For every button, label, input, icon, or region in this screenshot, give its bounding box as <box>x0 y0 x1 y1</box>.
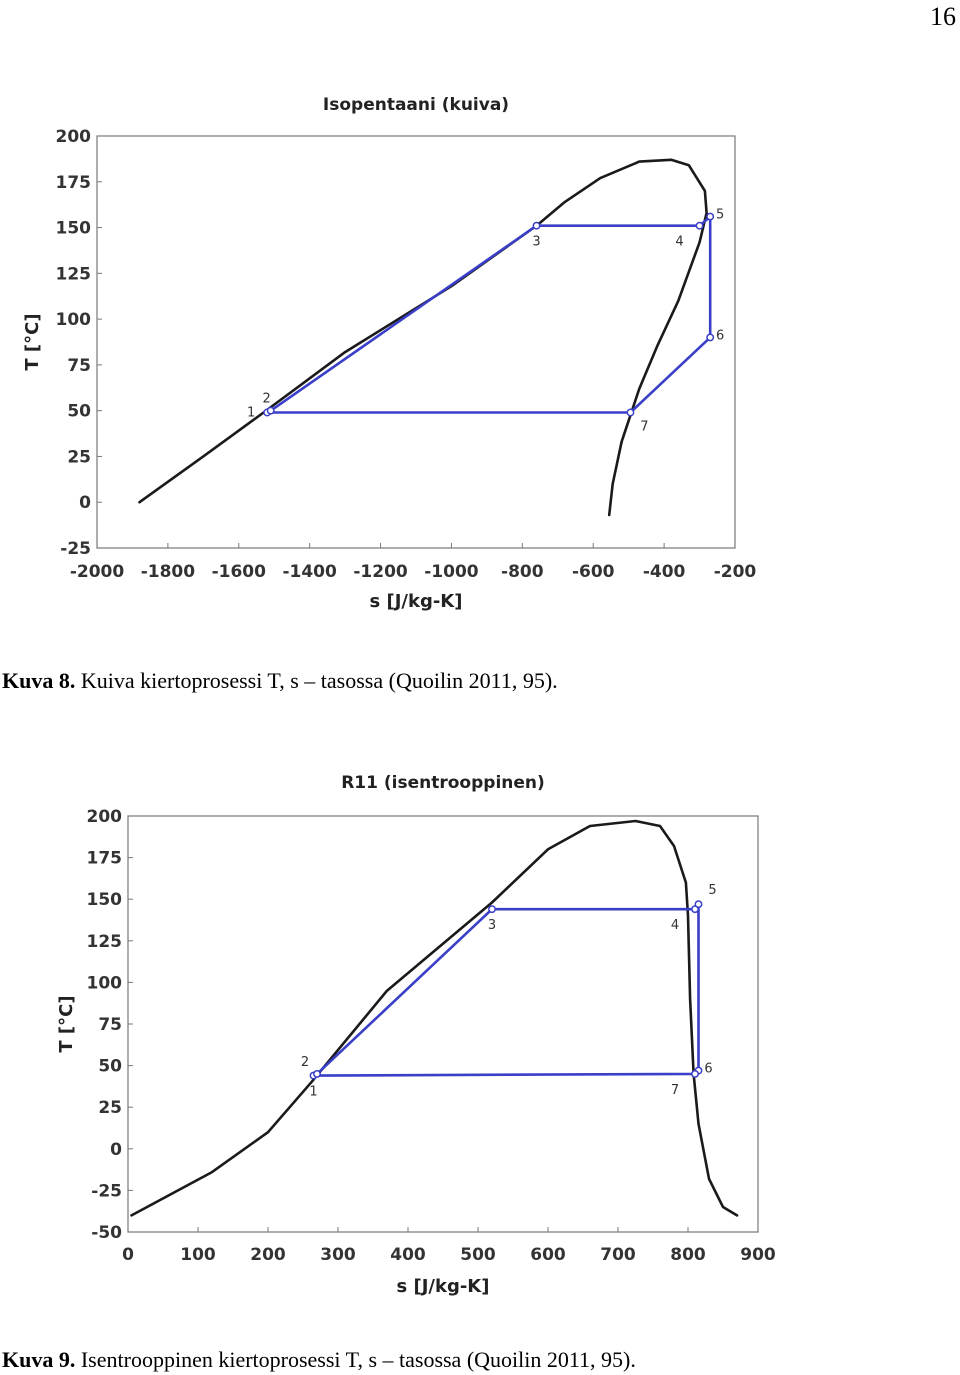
state-point-label: 1 <box>309 1085 317 1100</box>
state-point-label: 7 <box>640 419 648 434</box>
caption-text: Isentrooppinen kiertoprosessi T, s – tas… <box>75 1347 636 1372</box>
y-tick-label: 200 <box>56 127 92 147</box>
chart-title: Isopentaani (kuiva) <box>323 95 509 115</box>
y-tick-label: -25 <box>91 1181 122 1201</box>
state-point-label: 5 <box>708 883 716 898</box>
state-point-label: 2 <box>301 1055 309 1070</box>
state-point-marker <box>691 1069 699 1078</box>
y-tick-label: 100 <box>87 973 123 993</box>
saturation-dome-line <box>138 158 708 517</box>
y-tick-label: 175 <box>56 173 92 193</box>
x-tick-label: -800 <box>501 562 544 582</box>
x-axis-label: s [J/kg-K] <box>370 591 463 612</box>
y-tick-label: -25 <box>60 539 91 559</box>
y-tick-label: 125 <box>87 932 123 952</box>
saturation-dome-line <box>130 819 739 1217</box>
state-point-marker <box>706 212 715 221</box>
x-tick-label: 600 <box>530 1245 566 1265</box>
state-point-marker <box>694 900 703 909</box>
state-point-label: 6 <box>704 1062 712 1077</box>
x-tick-label: -1600 <box>212 562 267 582</box>
plot-frame <box>127 815 759 1233</box>
state-point-label: 3 <box>488 918 496 933</box>
state-point-marker <box>532 221 541 230</box>
state-point-label: 4 <box>671 918 679 933</box>
page-number: 16 <box>930 2 956 31</box>
x-tick-label: 400 <box>390 1245 426 1265</box>
x-tick-label: -200 <box>714 562 757 582</box>
x-tick-label: -600 <box>572 562 615 582</box>
state-point-marker <box>488 905 496 914</box>
x-tick-label: 300 <box>320 1245 356 1265</box>
plot-frame <box>96 135 736 549</box>
x-tick-label: 900 <box>740 1245 776 1265</box>
figure-caption-1: Kuva 8. Kuiva kiertoprosessi T, s – taso… <box>2 668 558 694</box>
x-tick-label: 200 <box>250 1245 286 1265</box>
x-tick-label: -400 <box>643 562 686 582</box>
state-point-label: 4 <box>675 235 683 250</box>
chart-isopentane: Isopentaani (kuiva)-2000 -1800 -1600 -1400-… <box>22 95 757 612</box>
caption-label: Kuva 8. <box>2 668 76 693</box>
x-axis-label: s [J/kg-K] <box>397 1276 490 1297</box>
y-tick-label: -50 <box>91 1223 122 1243</box>
y-tick-label: 75 <box>98 1015 122 1035</box>
x-tick-label: -1000 <box>424 562 479 582</box>
state-point-label: 5 <box>716 208 724 223</box>
x-tick-label: -2000 <box>70 562 125 582</box>
y-axis-label: T [°C] <box>22 313 43 370</box>
state-point-marker <box>266 406 275 415</box>
caption-label: Kuva 9. <box>2 1347 76 1372</box>
state-point-label: 6 <box>716 328 724 343</box>
x-tick-label: 800 <box>670 1245 706 1265</box>
y-tick-label: 125 <box>56 264 92 284</box>
state-point-marker <box>626 408 635 417</box>
x-tick-label: -1800 <box>141 562 196 582</box>
state-point-label: 2 <box>263 392 271 407</box>
caption-text: Kuiva kiertoprosessi T, s – tasossa (Quo… <box>75 668 558 693</box>
state-point-label: 3 <box>532 235 540 250</box>
x-tick-label: 0 <box>122 1245 134 1265</box>
y-tick-label: 0 <box>110 1140 122 1160</box>
chart-r11: R11 (isentrooppinen)0 100 200 300 400 500 600 7… <box>56 773 776 1297</box>
y-tick-label: 150 <box>87 890 123 910</box>
state-point-label: 1 <box>247 405 255 420</box>
y-tick-label: 100 <box>56 310 92 330</box>
y-tick-label: 25 <box>67 447 91 467</box>
y-tick-label: 175 <box>87 849 123 869</box>
x-tick-label: -1400 <box>282 562 337 582</box>
x-tick-label: 700 <box>600 1245 636 1265</box>
x-tick-label: 100 <box>180 1245 216 1265</box>
state-point-marker <box>695 221 704 230</box>
state-point-marker <box>706 333 715 342</box>
x-tick-label: -1200 <box>353 562 408 582</box>
y-tick-label: 200 <box>87 807 123 827</box>
cycle-path-line <box>266 215 712 414</box>
figure-caption-2: Kuva 9. Isentrooppinen kiertoprosessi T,… <box>2 1347 636 1373</box>
y-tick-label: 150 <box>56 219 92 239</box>
chart-title: R11 (isentrooppinen) <box>341 773 545 793</box>
y-tick-label: 50 <box>98 1057 122 1077</box>
y-tick-label: 0 <box>79 493 91 513</box>
y-tick-label: 50 <box>67 402 91 422</box>
state-point-marker <box>313 1069 321 1078</box>
cycle-path-line <box>312 902 700 1077</box>
y-axis-label: T [°C] <box>56 995 77 1052</box>
y-tick-label: 75 <box>67 356 91 376</box>
y-tick-label: 25 <box>98 1098 122 1118</box>
state-point-label: 7 <box>671 1083 679 1098</box>
x-tick-label: 500 <box>460 1245 496 1265</box>
